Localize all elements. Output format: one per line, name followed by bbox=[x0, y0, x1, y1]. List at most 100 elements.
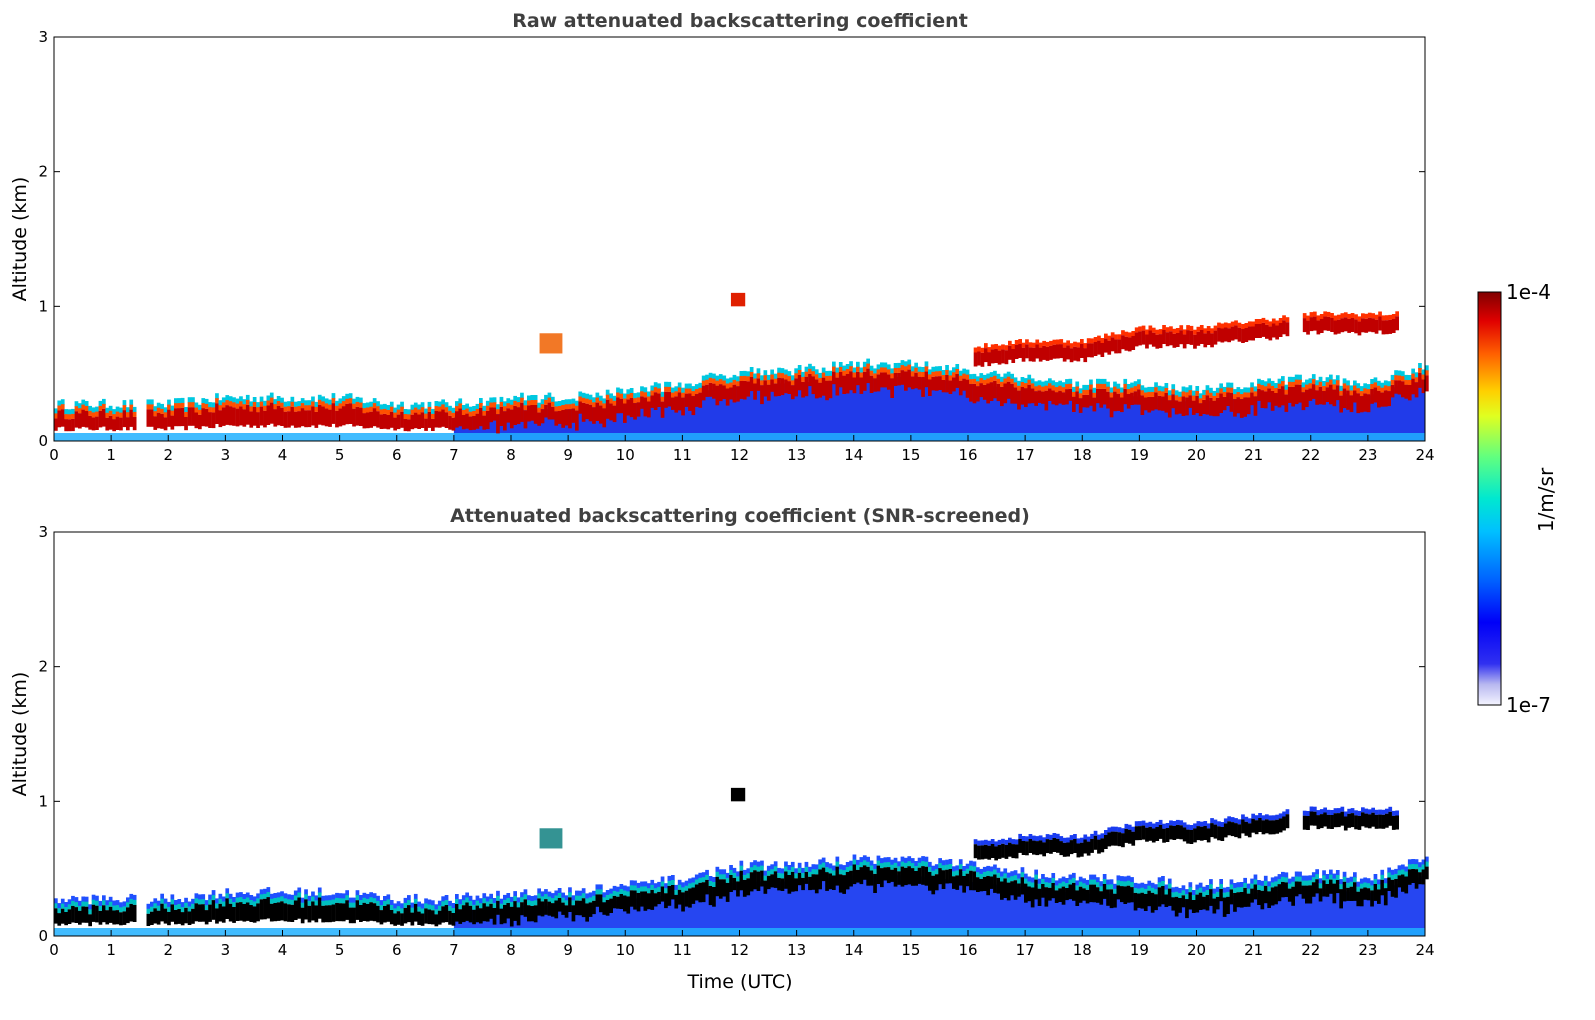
el-core bbox=[1021, 347, 1026, 362]
bl-mid bbox=[808, 368, 812, 374]
bl-edge bbox=[616, 886, 620, 893]
el-edge bbox=[1282, 811, 1286, 817]
bl-edge bbox=[1174, 886, 1179, 893]
bl-mid bbox=[575, 895, 579, 901]
bl-mid bbox=[657, 886, 661, 892]
bl-core bbox=[1068, 884, 1073, 900]
bl-core bbox=[1236, 892, 1241, 908]
bl-edge bbox=[180, 397, 185, 404]
bl-edge bbox=[1171, 384, 1176, 391]
bl-edge bbox=[328, 895, 332, 902]
bl-mid bbox=[749, 372, 754, 377]
bl-core bbox=[1284, 394, 1289, 412]
bl-edge bbox=[883, 362, 888, 369]
bl-mid bbox=[1370, 384, 1374, 389]
bl-core bbox=[105, 910, 110, 925]
el-edge bbox=[1141, 820, 1146, 826]
bl-core bbox=[880, 372, 884, 388]
bl-core bbox=[269, 402, 274, 424]
bl-mid bbox=[1421, 374, 1426, 380]
x-tick-label: 16 bbox=[958, 446, 977, 464]
el-core bbox=[997, 844, 1002, 859]
bl-mid bbox=[112, 905, 116, 911]
bl-edge bbox=[194, 893, 199, 900]
bl-edge bbox=[177, 398, 182, 405]
x-tick-label: 1 bbox=[106, 446, 116, 464]
bl-core bbox=[78, 413, 82, 429]
bl-core bbox=[215, 403, 219, 424]
bl-core bbox=[1137, 389, 1141, 405]
el-edge bbox=[1285, 317, 1290, 323]
el-edge bbox=[1172, 821, 1177, 826]
bl-mid bbox=[1020, 382, 1025, 387]
bl-mid bbox=[191, 402, 195, 408]
el-core bbox=[1385, 320, 1389, 335]
bl-mid bbox=[1390, 379, 1395, 385]
bl-core bbox=[465, 413, 469, 429]
bl-core bbox=[657, 393, 661, 407]
bl-mid bbox=[674, 391, 679, 397]
bl-core bbox=[893, 373, 898, 386]
el-core bbox=[1343, 816, 1348, 831]
bl-core bbox=[900, 866, 905, 887]
bl-core bbox=[914, 372, 918, 389]
bl-edge bbox=[1353, 872, 1357, 879]
bl-core bbox=[1219, 393, 1223, 413]
el-edge bbox=[1042, 837, 1046, 843]
bl-core bbox=[365, 412, 370, 429]
bl-edge bbox=[383, 403, 387, 410]
bl-core bbox=[383, 413, 387, 429]
el-edge bbox=[1371, 807, 1375, 813]
bl-core bbox=[1167, 400, 1172, 418]
bl-edge bbox=[379, 900, 384, 907]
bl-edge bbox=[551, 396, 555, 403]
bl-mid bbox=[722, 874, 727, 880]
bl-core bbox=[609, 403, 613, 421]
bl-mid bbox=[904, 862, 908, 868]
bl-edge bbox=[1205, 885, 1210, 891]
bl-mid bbox=[431, 413, 435, 419]
bl-mid bbox=[1239, 394, 1244, 400]
bl-mid bbox=[763, 875, 768, 881]
bl-edge bbox=[60, 898, 65, 905]
bl-core bbox=[533, 905, 538, 923]
bl-core bbox=[832, 371, 836, 385]
bl-mid bbox=[838, 367, 843, 372]
bl-edge bbox=[403, 409, 408, 415]
bl-mid bbox=[561, 897, 565, 903]
bl-mid bbox=[691, 391, 696, 397]
bl-core bbox=[91, 417, 96, 431]
bl-mid bbox=[760, 865, 764, 871]
bl-mid bbox=[513, 896, 517, 902]
bl-mid bbox=[1034, 874, 1038, 880]
el-core bbox=[1121, 833, 1125, 848]
el-core bbox=[1213, 824, 1218, 839]
bl-edge bbox=[657, 383, 661, 390]
bl-core bbox=[818, 382, 822, 398]
el-edge bbox=[1350, 313, 1355, 318]
bl-edge bbox=[705, 869, 709, 876]
bl-mid bbox=[725, 877, 730, 883]
bl-mid bbox=[1246, 392, 1251, 398]
bl-mid bbox=[280, 896, 284, 902]
bl-mid bbox=[1380, 874, 1385, 880]
bl-edge bbox=[609, 888, 613, 895]
bl-edge bbox=[362, 892, 367, 899]
bl-core bbox=[931, 376, 936, 391]
y-tick-label: 3 bbox=[38, 28, 48, 46]
bl-edge bbox=[955, 865, 960, 872]
bl-core bbox=[455, 411, 459, 428]
bl-core bbox=[667, 391, 672, 407]
bl-mid bbox=[352, 902, 356, 908]
bl-core bbox=[1174, 896, 1179, 917]
bl-edge bbox=[321, 396, 325, 403]
bl-core bbox=[372, 903, 377, 922]
bl-mid bbox=[578, 895, 583, 901]
bl-core bbox=[1377, 889, 1381, 904]
bl-edge bbox=[410, 404, 415, 411]
bl-core bbox=[886, 374, 891, 390]
bl-edge bbox=[866, 856, 870, 863]
bl-mid bbox=[1219, 388, 1223, 394]
bl-core bbox=[897, 871, 901, 885]
el-core bbox=[1117, 339, 1122, 354]
